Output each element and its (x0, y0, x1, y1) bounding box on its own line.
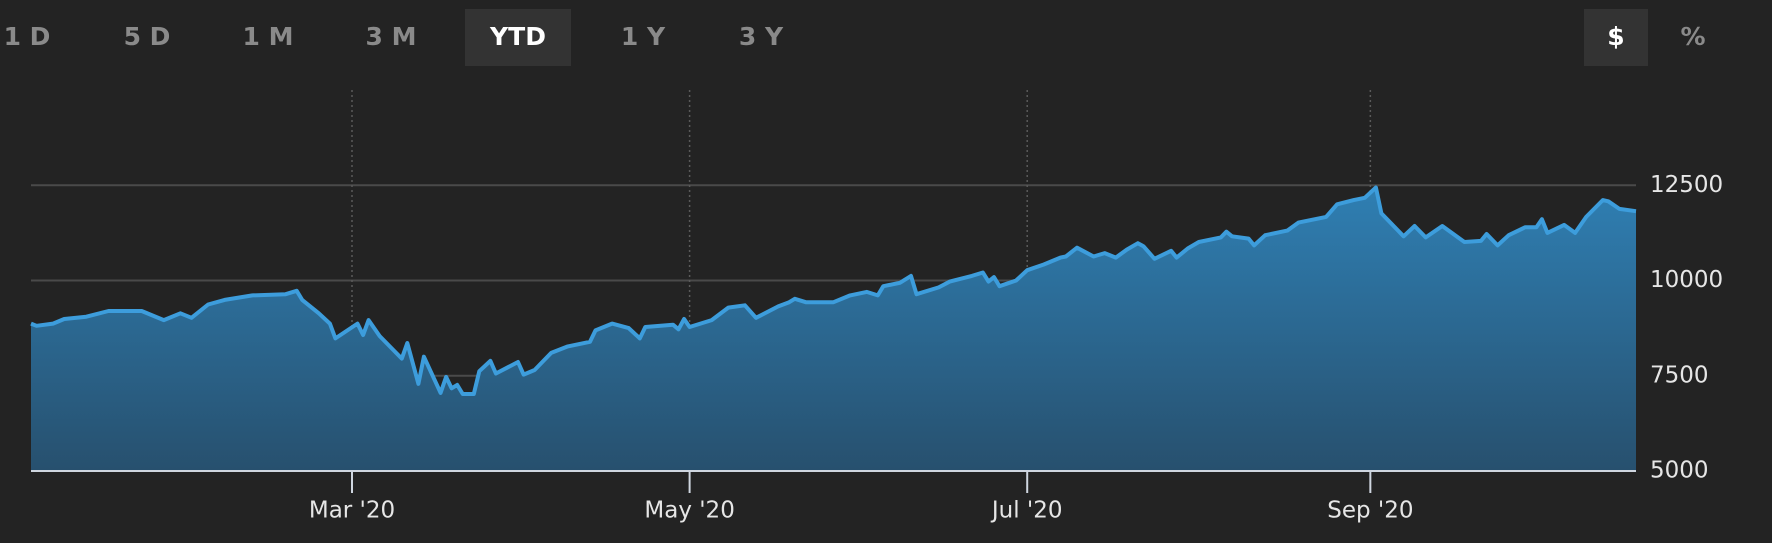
range-button[interactable]: 3 Y (739, 22, 784, 51)
x-tick-label: May '20 (644, 498, 734, 524)
x-tick-label: Sep '20 (1327, 498, 1413, 524)
range-button[interactable]: 1 Y (621, 22, 666, 51)
unit-button[interactable]: $ (1607, 22, 1624, 51)
range-button[interactable]: YTD (489, 22, 546, 51)
toolbar: 1 D 5 D 1 M 3 M YTD 1 Y 3 Y $% (4, 9, 1706, 66)
range-button[interactable]: 1 D (4, 22, 51, 51)
range-button[interactable]: 1 M (243, 22, 294, 51)
line (30, 185, 1637, 396)
y-tick-label: 10000 (1650, 267, 1723, 293)
active-button-bg (465, 9, 571, 66)
y-tick-label: 7500 (1650, 362, 1709, 388)
y-tick-label: 12500 (1650, 172, 1723, 198)
unit-button[interactable]: % (1680, 22, 1705, 51)
area-fill (31, 187, 1636, 471)
y-tick-label: 5000 (1650, 458, 1709, 484)
x-tick-label: Mar '20 (309, 498, 395, 524)
range-button[interactable]: 5 D (124, 22, 171, 51)
range-button[interactable]: 3 M (366, 22, 417, 51)
x-tick-label: Jul '20 (990, 498, 1063, 524)
active-button-bg (1584, 9, 1648, 66)
